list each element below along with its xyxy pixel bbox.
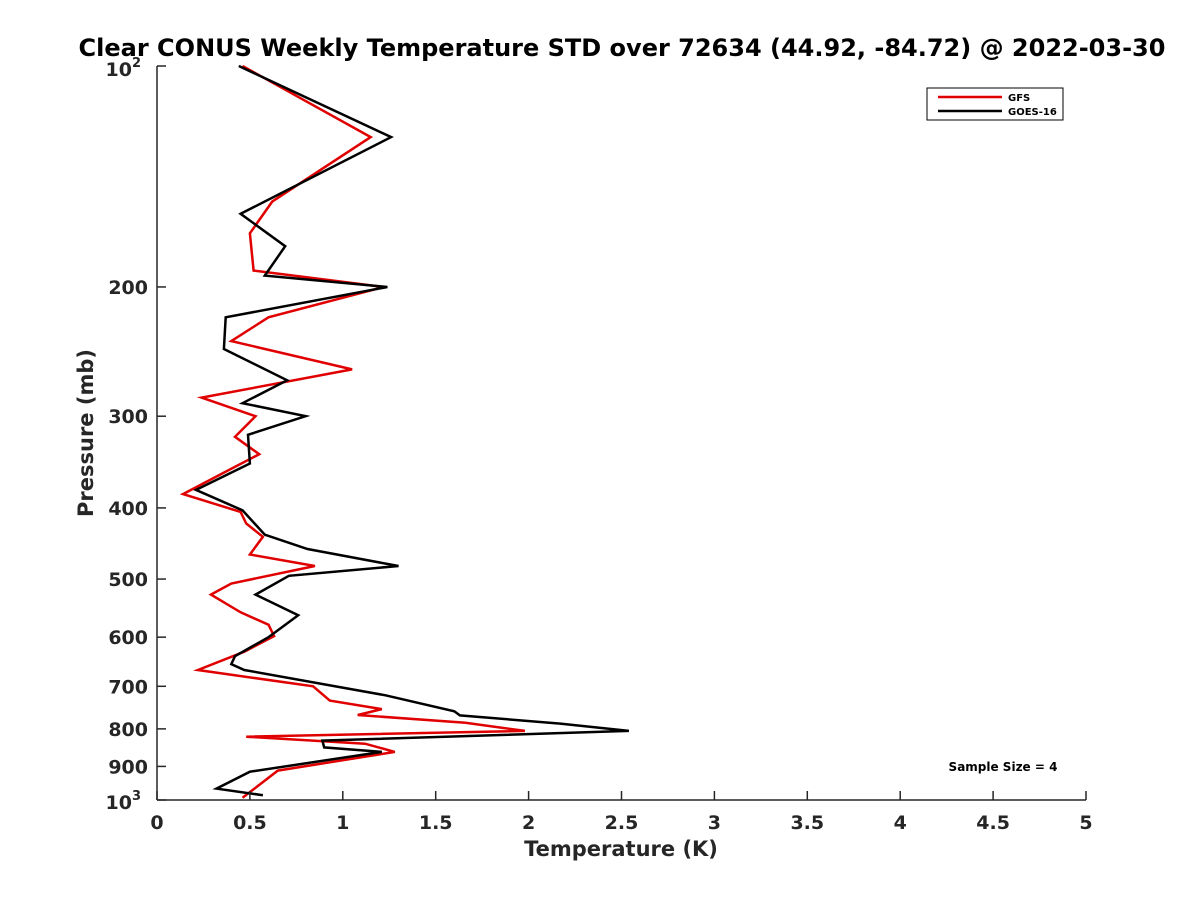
x-axis-label: Temperature (K) (524, 837, 718, 861)
y-top-base: 10 (106, 59, 132, 81)
plot-frame (157, 66, 1086, 800)
x-tick-label: 2 (522, 812, 535, 834)
y-tick-label: 900 (108, 756, 148, 778)
x-tick-label: 4 (894, 812, 907, 834)
y-tick-label: 500 (108, 569, 148, 591)
y-tick-label: 700 (108, 676, 148, 698)
series-line-goes16 (193, 64, 630, 797)
x-tick-label: 4.5 (976, 812, 1010, 834)
series-line-gfs (179, 64, 526, 799)
y-tick-label-top: 102 (106, 56, 142, 81)
y-bottom-exp: 3 (132, 789, 141, 804)
x-tick-label: 1.5 (419, 812, 453, 834)
x-tick-label: 0.5 (233, 812, 267, 834)
legend-label-goes16: GOES-16 (1008, 107, 1057, 118)
x-tick-label: 5 (1079, 812, 1092, 834)
x-axis-ticks: 0 0.5 1 1.5 2 2.5 3 3.5 4 4.5 5 (150, 791, 1093, 834)
x-tick-label: 2.5 (605, 812, 639, 834)
x-tick-label: 3.5 (790, 812, 824, 834)
y-bottom-base: 10 (106, 792, 132, 814)
x-tick-label: 1 (336, 812, 349, 834)
legend-label-gfs: GFS (1008, 93, 1030, 104)
x-tick-label: 0 (150, 812, 163, 834)
x-tick-label: 3 (708, 812, 721, 834)
sample-size-annotation: Sample Size = 4 (949, 760, 1058, 774)
y-top-exp: 2 (132, 56, 141, 71)
y-tick-label: 400 (108, 498, 148, 520)
y-tick-label: 600 (108, 627, 148, 649)
y-axis-label: Pressure (mb) (74, 349, 98, 517)
y-tick-label: 300 (108, 406, 148, 428)
series-layer (179, 64, 630, 799)
y-tick-label: 800 (108, 719, 148, 741)
y-tick-label-bottom: 103 (106, 789, 142, 814)
chart-title: Clear CONUS Weekly Temperature STD over … (79, 34, 1166, 62)
legend: GFS GOES-16 (926, 87, 1064, 121)
y-tick-label: 200 (108, 277, 148, 299)
legend-box (926, 87, 1064, 121)
y-axis-ticks: 200 300 400 500 600 700 800 900 (108, 65, 166, 801)
